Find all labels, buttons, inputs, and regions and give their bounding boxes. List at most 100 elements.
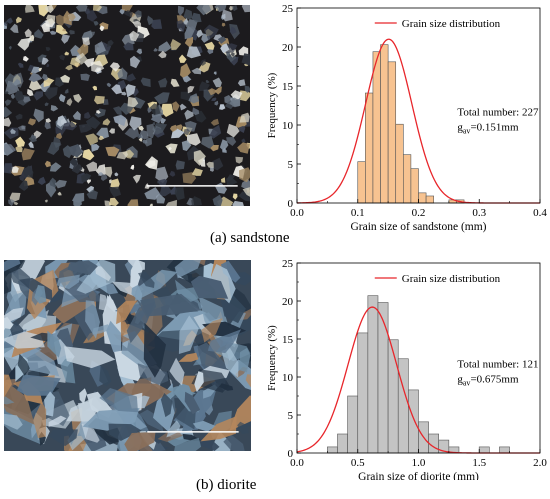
- mineral-grain: [178, 352, 199, 362]
- mineral-grain: [244, 85, 250, 93]
- mineral-grain: [130, 164, 135, 170]
- mineral-grain: [176, 20, 186, 33]
- x-tick-label: 0.4: [533, 207, 547, 219]
- mineral-grain: [94, 41, 106, 55]
- mineral-grain: [124, 128, 140, 139]
- mineral-grain: [221, 347, 239, 378]
- bar-4: [357, 161, 366, 204]
- x-tick-label: 0.0: [290, 457, 304, 469]
- mineral-grain: [28, 141, 34, 149]
- mineral-grain: [15, 113, 23, 120]
- mineral-grain: [150, 113, 163, 124]
- mineral-grain: [178, 54, 187, 63]
- mineral-grain: [187, 133, 201, 146]
- mineral-grain: [18, 180, 29, 191]
- mineral-grain: [76, 260, 116, 294]
- diorite-micrograph-image: [4, 260, 251, 451]
- mineral-grain: [44, 391, 55, 417]
- mineral-grain: [54, 77, 64, 87]
- mineral-grain: [91, 144, 100, 152]
- mineral-grain: [134, 269, 178, 302]
- bar-17: [499, 446, 510, 454]
- mineral-grain: [154, 92, 170, 105]
- mineral-grain: [123, 42, 134, 51]
- mineral-grain: [44, 160, 51, 168]
- mineral-grain: [170, 78, 180, 87]
- mineral-grain: [241, 138, 246, 144]
- mineral-grain: [204, 41, 215, 50]
- y-axis-label: Frequency (%): [266, 325, 278, 391]
- mineral-grain: [136, 48, 143, 55]
- mineral-grain: [71, 164, 83, 174]
- mineral-grain: [229, 6, 234, 11]
- bar-15: [478, 446, 490, 454]
- mineral-grain: [4, 163, 13, 174]
- mineral-grain: [214, 5, 227, 12]
- mineral-grain: [85, 133, 98, 146]
- sandstone-micrograph: [4, 5, 250, 206]
- mineral-grain: [109, 186, 122, 198]
- mineral-grain: [237, 142, 250, 154]
- mineral-grain: [17, 125, 26, 131]
- mineral-grain: [149, 103, 161, 116]
- bar-7: [380, 44, 389, 204]
- mineral-grain: [238, 125, 246, 133]
- mineral-grain: [220, 43, 230, 54]
- mineral-grain: [106, 320, 122, 353]
- sandstone-histogram-svg: 0.0 0.1 0.2 0.3 0.4 0 5 10 15 20 25 Grain size of s…: [266, 3, 547, 233]
- mineral-grain: [169, 170, 176, 177]
- mineral-grain: [57, 191, 62, 196]
- mineral-grain: [48, 429, 78, 447]
- mineral-grain: [198, 439, 220, 451]
- mineral-grain: [14, 202, 19, 206]
- y-tick-label: 0: [288, 448, 294, 460]
- mineral-grain: [65, 64, 73, 71]
- mineral-grain: [192, 420, 217, 432]
- mineral-grain: [22, 165, 34, 178]
- mineral-grain: [89, 31, 96, 37]
- mineral-grain: [127, 96, 139, 108]
- y-tick-label: 15: [282, 81, 294, 93]
- mineral-grain: [183, 9, 193, 20]
- mineral-grain: [58, 93, 66, 103]
- bars: [357, 44, 465, 204]
- mineral-grain: [198, 61, 211, 73]
- mineral-grain: [211, 97, 217, 102]
- mineral-grain: [75, 5, 88, 12]
- mineral-grain: [242, 187, 250, 197]
- mineral-grain: [70, 44, 81, 56]
- mineral-grain: [219, 139, 229, 152]
- mineral-grain: [41, 57, 49, 65]
- mineral-grain: [165, 199, 177, 206]
- mineral-grain: [210, 145, 219, 152]
- bar-10: [403, 154, 412, 204]
- mineral-grain: [177, 5, 185, 16]
- mineral-grain: [37, 176, 46, 185]
- mineral-grain: [55, 24, 68, 35]
- mineral-grain: [208, 88, 218, 96]
- y-tick-label: 15: [282, 334, 294, 346]
- mineral-grain: [10, 128, 16, 134]
- mineral-grain: [11, 72, 24, 88]
- mineral-grain: [66, 98, 73, 107]
- x-tick-label: 2.0: [533, 457, 547, 469]
- mineral-grain: [113, 114, 127, 127]
- mineral-grain: [131, 284, 143, 303]
- mineral-grain: [56, 274, 80, 290]
- mineral-grain: [144, 137, 152, 147]
- mineral-grain: [172, 101, 180, 112]
- mineral-grain: [129, 30, 140, 42]
- mineral-grain: [72, 192, 85, 203]
- mineral-grain: [100, 173, 108, 181]
- mineral-grain: [158, 50, 167, 59]
- bar-8: [408, 389, 419, 454]
- mineral-grain: [86, 161, 98, 172]
- mineral-grain: [60, 357, 76, 384]
- mineral-grain: [138, 137, 143, 142]
- mineral-grain: [217, 36, 227, 44]
- mineral-grain: [143, 322, 166, 378]
- mineral-grain: [158, 41, 172, 52]
- mineral-grain: [45, 5, 54, 14]
- mineral-grain: [121, 5, 133, 12]
- mineral-grain: [193, 150, 206, 166]
